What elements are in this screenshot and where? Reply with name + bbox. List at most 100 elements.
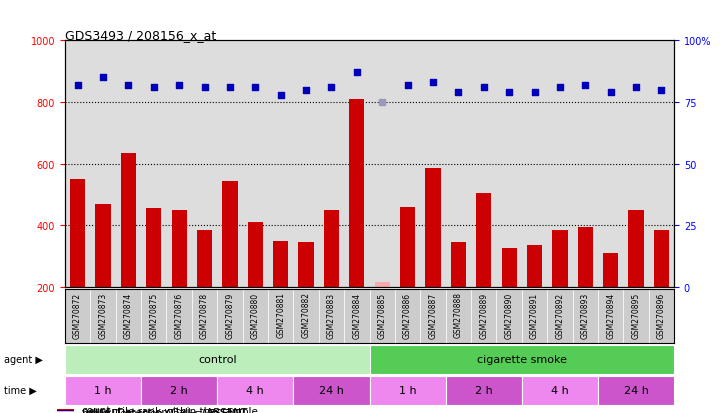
Bar xyxy=(527,246,542,287)
Bar xyxy=(242,289,268,343)
Point xyxy=(351,70,363,76)
Bar xyxy=(293,376,369,405)
Bar xyxy=(65,289,90,343)
Point xyxy=(580,82,591,89)
Point xyxy=(173,82,185,89)
Text: GSM270878: GSM270878 xyxy=(200,292,209,338)
Bar xyxy=(497,289,522,343)
Point xyxy=(123,82,134,89)
Point xyxy=(224,85,236,91)
Text: 4 h: 4 h xyxy=(247,385,264,395)
Point xyxy=(428,80,439,86)
Point xyxy=(326,85,337,91)
Text: GSM270872: GSM270872 xyxy=(73,292,82,338)
Text: 24 h: 24 h xyxy=(624,385,648,395)
Text: GSM270887: GSM270887 xyxy=(428,292,438,338)
Text: cigarette smoke: cigarette smoke xyxy=(477,354,567,364)
Text: control: control xyxy=(198,354,236,364)
Point xyxy=(402,82,413,89)
Bar xyxy=(120,153,136,287)
Bar xyxy=(369,289,395,343)
Text: GSM270885: GSM270885 xyxy=(378,292,386,338)
Bar xyxy=(273,241,288,287)
Text: value, Detection Call = ABSENT: value, Detection Call = ABSENT xyxy=(81,407,247,413)
Bar xyxy=(502,249,517,287)
Bar xyxy=(629,210,644,287)
Bar xyxy=(95,204,110,287)
Text: 4 h: 4 h xyxy=(551,385,569,395)
Text: GDS3493 / 208156_x_at: GDS3493 / 208156_x_at xyxy=(65,29,216,42)
Bar xyxy=(375,282,390,287)
Text: GSM270879: GSM270879 xyxy=(226,292,234,338)
Text: time ▶: time ▶ xyxy=(4,385,36,395)
Bar xyxy=(522,289,547,343)
Text: GSM270890: GSM270890 xyxy=(505,292,513,338)
Text: 24 h: 24 h xyxy=(319,385,344,395)
Point xyxy=(503,90,515,96)
Text: GSM270881: GSM270881 xyxy=(276,292,286,338)
Text: 1 h: 1 h xyxy=(399,385,417,395)
Bar xyxy=(172,210,187,287)
Text: GSM270888: GSM270888 xyxy=(454,292,463,338)
Point xyxy=(478,85,490,91)
Bar xyxy=(146,209,162,287)
Text: GSM270894: GSM270894 xyxy=(606,292,615,338)
Bar xyxy=(598,376,674,405)
Point xyxy=(605,90,616,96)
Text: GSM270875: GSM270875 xyxy=(149,292,158,338)
Bar xyxy=(248,223,263,287)
Bar xyxy=(344,289,369,343)
Point xyxy=(630,85,642,91)
Text: GSM270891: GSM270891 xyxy=(530,292,539,338)
Text: GSM270873: GSM270873 xyxy=(99,292,107,338)
Text: GSM270874: GSM270874 xyxy=(124,292,133,338)
Bar xyxy=(167,289,192,343)
Bar xyxy=(90,289,115,343)
Bar xyxy=(298,242,314,287)
Bar xyxy=(369,345,674,374)
Bar xyxy=(649,289,674,343)
Bar xyxy=(451,242,466,287)
Bar xyxy=(369,376,446,405)
Bar xyxy=(471,289,497,343)
Point xyxy=(249,85,261,91)
Bar xyxy=(425,169,441,287)
Bar xyxy=(603,253,619,287)
Bar xyxy=(654,230,669,287)
Point xyxy=(300,87,311,94)
Bar xyxy=(552,230,567,287)
Bar xyxy=(476,193,492,287)
Text: GSM270895: GSM270895 xyxy=(632,292,640,338)
Point xyxy=(376,100,388,106)
Bar xyxy=(446,289,471,343)
Bar xyxy=(268,289,293,343)
Bar xyxy=(222,181,237,287)
Bar xyxy=(192,289,217,343)
Text: GSM270880: GSM270880 xyxy=(251,292,260,338)
Point xyxy=(528,90,540,96)
Bar xyxy=(572,289,598,343)
Bar xyxy=(70,180,85,287)
Bar xyxy=(141,376,217,405)
Bar xyxy=(217,376,293,405)
Text: 2 h: 2 h xyxy=(170,385,188,395)
Text: GSM270886: GSM270886 xyxy=(403,292,412,338)
Bar xyxy=(324,210,339,287)
Point xyxy=(97,75,109,81)
Text: 2 h: 2 h xyxy=(475,385,492,395)
Text: GSM270882: GSM270882 xyxy=(301,292,311,338)
Text: GSM270883: GSM270883 xyxy=(327,292,336,338)
Text: GSM270893: GSM270893 xyxy=(581,292,590,338)
Bar xyxy=(65,376,141,405)
Text: GSM270892: GSM270892 xyxy=(555,292,565,338)
Point xyxy=(655,87,667,94)
Bar xyxy=(57,409,74,411)
Bar xyxy=(319,289,344,343)
Bar xyxy=(141,289,167,343)
Text: count: count xyxy=(81,405,111,413)
Bar xyxy=(547,289,572,343)
Text: GSM270876: GSM270876 xyxy=(174,292,184,338)
Text: GSM270889: GSM270889 xyxy=(479,292,488,338)
Bar xyxy=(395,289,420,343)
Point xyxy=(453,90,464,96)
